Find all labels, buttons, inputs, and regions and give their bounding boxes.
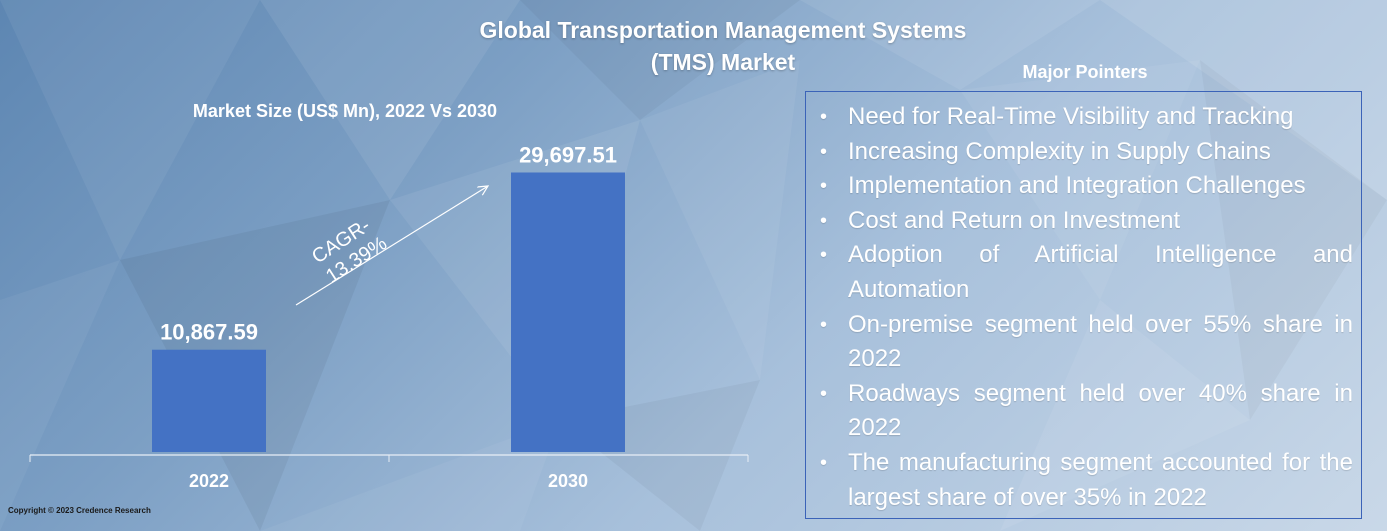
bar-2022 bbox=[152, 349, 266, 452]
pointer-item: • Increasing Complexity in Supply Chains bbox=[814, 135, 1353, 170]
pointers-list: • Need for Real-Time Visibility and Track… bbox=[814, 100, 1353, 515]
bar-chart: 10,867.59 2022 29,697.51 2030 CAGR- 13.39% bbox=[29, 142, 749, 491]
pointer-item: • On-premise segment held over 55% share … bbox=[814, 308, 1353, 377]
title-line-1: Global Transportation Management Systems bbox=[479, 17, 967, 43]
title-line-2: (TMS) Market bbox=[650, 49, 796, 75]
pointer-text: The manufacturing segment accounted for … bbox=[848, 448, 1353, 511]
bullet-icon: • bbox=[820, 244, 828, 267]
pointer-text: Adoption of Artificial Intelligence and … bbox=[848, 241, 1353, 303]
copyright-text: Copyright © 2023 Credence Research bbox=[8, 506, 151, 515]
pointer-text: Need for Real-Time Visibility and Tracki… bbox=[848, 103, 1294, 130]
pointer-text: Roadways segment held over 40% share in … bbox=[848, 379, 1353, 442]
data-label: 29,697.51 bbox=[519, 142, 617, 167]
pointer-text: Cost and Return on Investment bbox=[848, 206, 1181, 234]
bullet-icon: • bbox=[820, 313, 828, 336]
page-title: Global Transportation Management Systems… bbox=[300, 14, 1146, 78]
pointer-text: On-premise segment held over 55% share i… bbox=[848, 310, 1353, 373]
cagr-label: CAGR- 13.39% bbox=[308, 212, 392, 289]
cagr-arrow bbox=[295, 186, 488, 306]
pointer-item: • Implementation and Integration Challeng… bbox=[814, 169, 1353, 204]
pointers-heading: Major Pointers bbox=[1022, 62, 1148, 82]
chart-title: Market Size (US$ Mn), 2022 Vs 2030 bbox=[192, 101, 498, 121]
pointer-item: • Cost and Return on Investment bbox=[814, 204, 1353, 239]
data-label: 10,867.59 bbox=[160, 320, 258, 345]
pointer-item: • Roadways segment held over 40% share in… bbox=[814, 377, 1353, 446]
bullet-icon: • bbox=[820, 106, 828, 128]
bullet-icon: • bbox=[820, 175, 828, 198]
bullet-icon: • bbox=[820, 382, 828, 405]
pointer-item: • The manufacturing segment accounted for… bbox=[814, 446, 1353, 515]
bar-2030 bbox=[511, 172, 625, 452]
bullet-icon: • bbox=[820, 451, 828, 474]
bullet-icon: • bbox=[820, 140, 828, 163]
x-tick-label: 2030 bbox=[548, 471, 588, 491]
bullet-icon: • bbox=[820, 209, 828, 232]
pointers-box: • Need for Real-Time Visibility and Track… bbox=[805, 91, 1362, 519]
pointer-text: Implementation and Integration Challenge… bbox=[848, 172, 1306, 200]
pointer-text: Increasing Complexity in Supply Chains bbox=[848, 137, 1271, 165]
pointer-item: • Adoption of Artificial Intelligence and… bbox=[814, 238, 1353, 307]
pointer-item: • Need for Real-Time Visibility and Track… bbox=[814, 100, 1353, 135]
x-tick-label: 2022 bbox=[189, 471, 229, 491]
